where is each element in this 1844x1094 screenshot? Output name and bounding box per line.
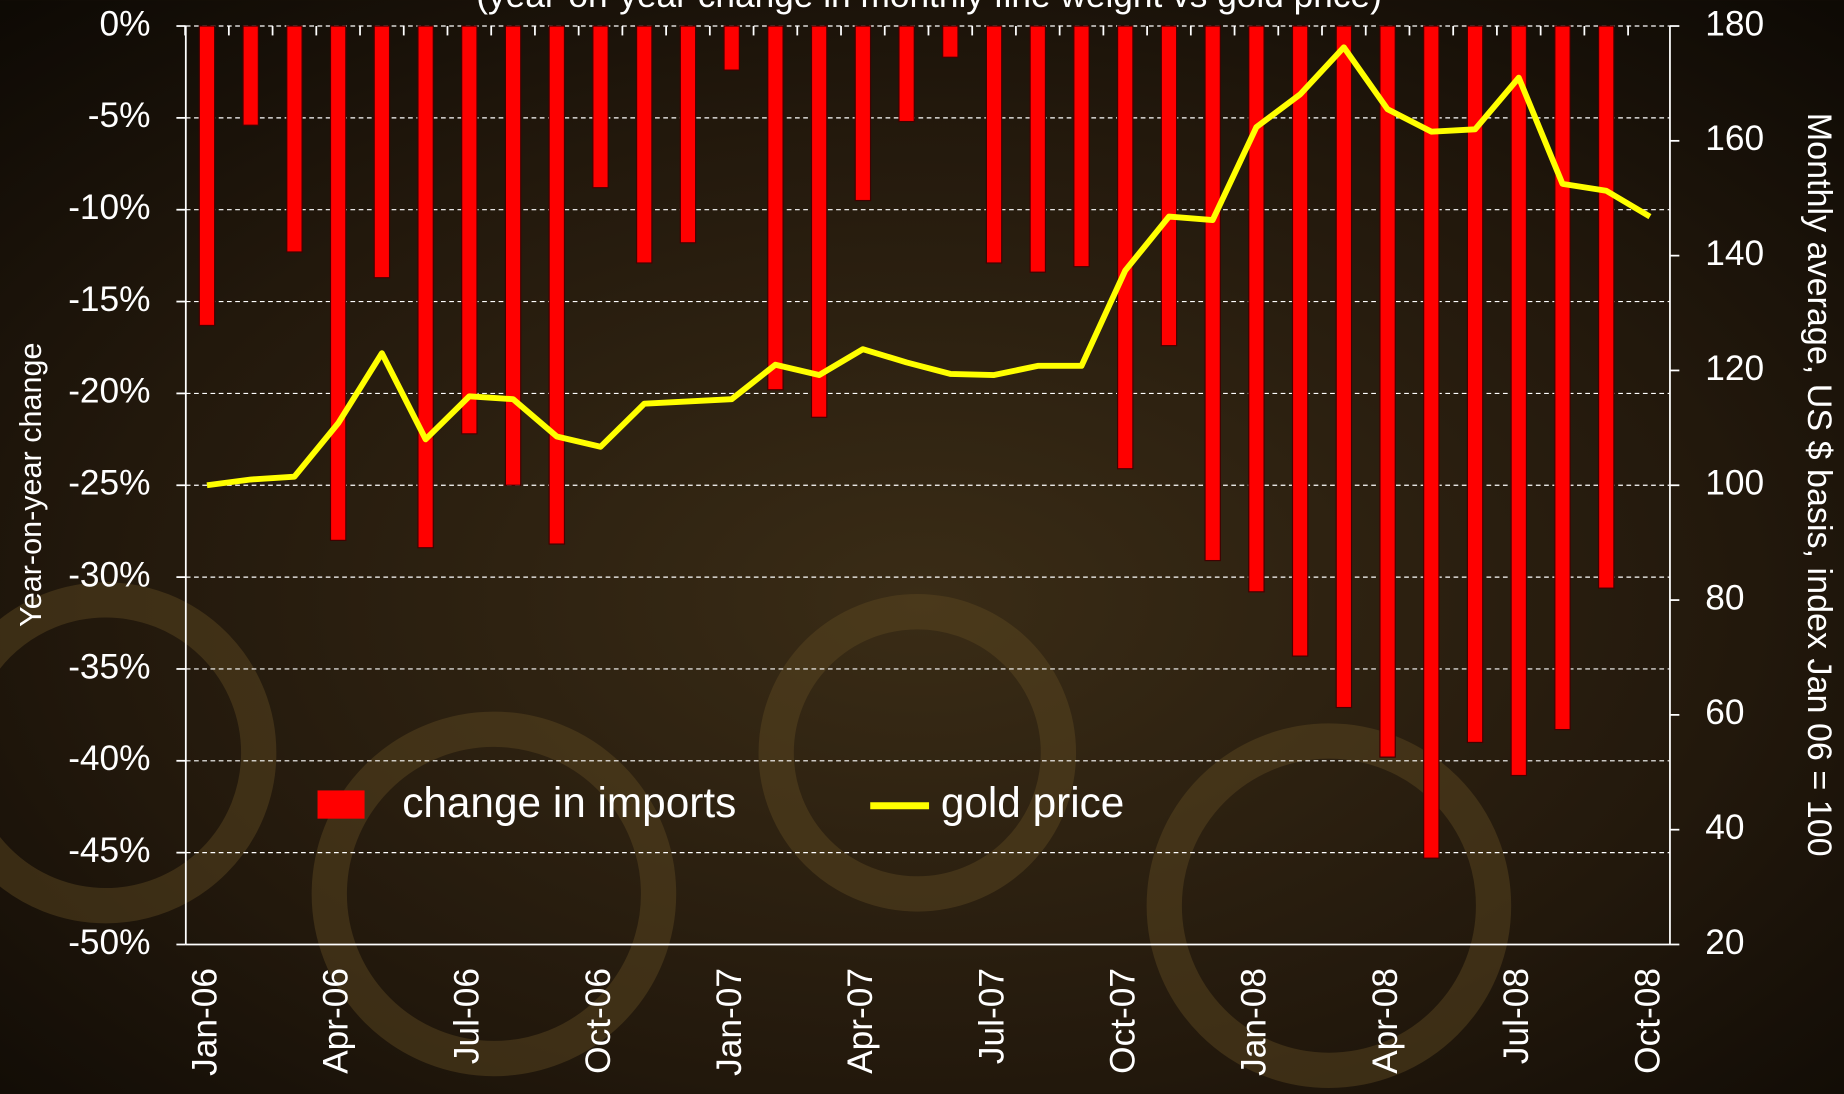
bar bbox=[1030, 26, 1045, 272]
legend-label: change in imports bbox=[402, 779, 736, 826]
bar bbox=[986, 26, 1001, 263]
bar bbox=[680, 26, 695, 243]
bar bbox=[462, 26, 477, 434]
bar bbox=[812, 26, 827, 417]
x-tick-label: Apr-08 bbox=[1366, 968, 1405, 1074]
y2-tick-label: 120 bbox=[1705, 349, 1764, 388]
y-tick-label: -40% bbox=[68, 739, 150, 778]
x-tick-label: Jul-07 bbox=[972, 968, 1011, 1064]
bar bbox=[331, 26, 346, 540]
y2-axis-label: Monthly average, US $ basis, index Jan 0… bbox=[1800, 113, 1838, 857]
x-tick-label: Jul-08 bbox=[1497, 968, 1536, 1064]
bar bbox=[1205, 26, 1220, 561]
bar bbox=[724, 26, 739, 70]
bar bbox=[593, 26, 608, 188]
x-tick-label: Oct-06 bbox=[579, 968, 618, 1074]
bar bbox=[943, 26, 958, 57]
y-axis-label: Year-on-year change bbox=[14, 343, 48, 627]
bar bbox=[199, 26, 214, 325]
bar bbox=[899, 26, 914, 122]
y-tick-label: -30% bbox=[68, 555, 150, 594]
bar bbox=[1161, 26, 1176, 346]
chart-subtitle: (year-on-year change in monthly fine wei… bbox=[476, 0, 1382, 15]
y2-tick-label: 100 bbox=[1705, 464, 1764, 503]
x-tick-label: Apr-07 bbox=[841, 968, 880, 1074]
bar bbox=[418, 26, 433, 548]
x-tick-label: Apr-06 bbox=[316, 968, 355, 1074]
bar bbox=[1118, 26, 1133, 469]
bar bbox=[1511, 26, 1526, 775]
y2-tick-label: 60 bbox=[1705, 693, 1744, 732]
bar bbox=[637, 26, 652, 263]
bar bbox=[1424, 26, 1439, 858]
x-tick-label: Oct-08 bbox=[1628, 968, 1667, 1074]
y-tick-label: 0% bbox=[100, 4, 151, 43]
bar bbox=[243, 26, 258, 125]
y-tick-label: -20% bbox=[68, 372, 150, 411]
x-tick-label: Jul-06 bbox=[448, 968, 487, 1064]
y-tick-label: -10% bbox=[68, 188, 150, 227]
bar bbox=[1249, 26, 1264, 592]
legend-swatch bbox=[318, 790, 365, 818]
y2-tick-label: 40 bbox=[1705, 808, 1744, 847]
bar bbox=[374, 26, 389, 278]
x-tick-label: Jan-06 bbox=[185, 968, 224, 1076]
chart: (year-on-year change in monthly fine wei… bbox=[0, 0, 1844, 1094]
bar bbox=[1336, 26, 1351, 708]
bar bbox=[1074, 26, 1089, 267]
legend-label: gold price bbox=[941, 779, 1125, 826]
bar bbox=[1555, 26, 1570, 730]
bar bbox=[768, 26, 783, 390]
y-tick-label: -45% bbox=[68, 831, 150, 870]
bar bbox=[855, 26, 870, 201]
y2-tick-label: 180 bbox=[1705, 4, 1764, 43]
x-tick-label: Oct-07 bbox=[1104, 968, 1143, 1074]
bar bbox=[505, 26, 520, 485]
y-tick-label: -15% bbox=[68, 280, 150, 319]
y2-tick-label: 20 bbox=[1705, 923, 1744, 962]
bar bbox=[1380, 26, 1395, 757]
bar bbox=[549, 26, 564, 544]
bar bbox=[1467, 26, 1482, 742]
y-tick-label: -35% bbox=[68, 647, 150, 686]
page: {"chart_data": {"type": "bar-line", "sub… bbox=[0, 0, 1844, 1094]
y-tick-label: -5% bbox=[88, 96, 151, 135]
x-tick-label: Jan-08 bbox=[1235, 968, 1274, 1076]
bar bbox=[1599, 26, 1614, 588]
y-tick-label: -50% bbox=[68, 923, 150, 962]
y2-tick-label: 140 bbox=[1705, 234, 1764, 273]
bar bbox=[1292, 26, 1307, 656]
x-tick-label: Jan-07 bbox=[710, 968, 749, 1076]
y2-tick-label: 80 bbox=[1705, 578, 1744, 617]
legend: change in imports gold price bbox=[318, 779, 1125, 826]
y2-tick-label: 160 bbox=[1705, 119, 1764, 158]
bar bbox=[287, 26, 302, 252]
y-tick-label: -25% bbox=[68, 464, 150, 503]
